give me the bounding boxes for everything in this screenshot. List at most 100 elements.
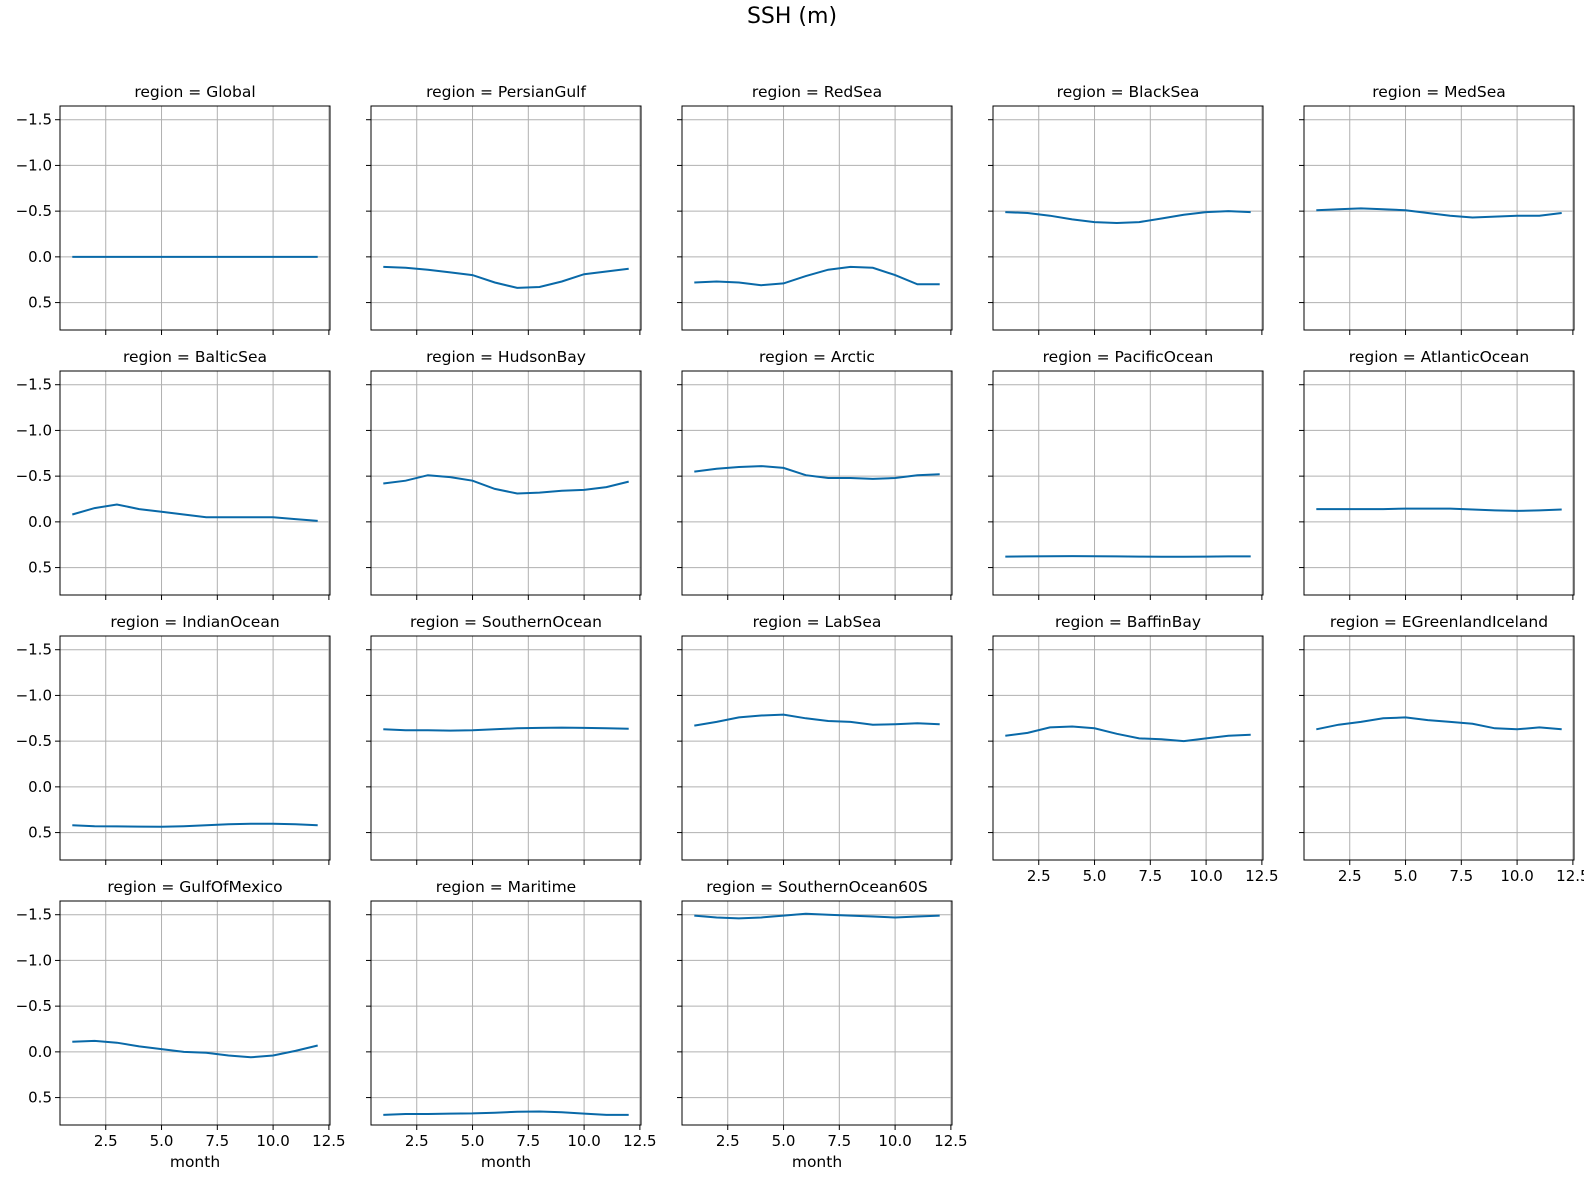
facet-panel: region = PersianGulf [366, 83, 642, 335]
x-tick-label: 12.5 [623, 1132, 656, 1150]
panel-title: region = PacificOcean [1043, 348, 1214, 366]
x-tick-label: 5.0 [772, 1132, 796, 1150]
y-tick-label: −0.5 [16, 467, 52, 485]
panel-title: region = SouthernOcean [410, 613, 602, 631]
axes-frame [59, 370, 331, 596]
x-tick-label: 7.5 [1449, 867, 1473, 885]
axes-frame [370, 105, 642, 331]
y-tick-label: 0.5 [28, 824, 52, 842]
series-line [1005, 555, 1251, 558]
y-tick-label: −1.5 [16, 641, 52, 659]
y-tick-label: 0.5 [28, 294, 52, 312]
x-tick-label: 12.5 [934, 1132, 967, 1150]
y-tick-label: −1.5 [16, 111, 52, 129]
x-axis-label: month [481, 1153, 531, 1171]
y-tick-label: −1.0 [16, 951, 52, 969]
y-tick-label: 0.0 [28, 513, 52, 531]
facet-panel: 2.5 5.0 7.5 10.0 12.5 region = Maritime month [366, 878, 657, 1171]
axes-frame [681, 635, 953, 861]
x-tick-label: 7.5 [827, 1132, 851, 1150]
facet-panel: region = AtlanticOcean [1299, 348, 1575, 600]
panel-title: region = BalticSea [123, 348, 267, 366]
series-line [694, 265, 940, 287]
x-tick-label: 5.0 [461, 1132, 485, 1150]
series-line [383, 265, 629, 289]
axes-frame [1303, 635, 1575, 861]
y-tick-label: −1.0 [16, 686, 52, 704]
panel-title: region = BlackSea [1057, 83, 1200, 101]
facet-panel: −1.5 −1.0 −0.5 0.0 0.5 region = BalticSea [16, 348, 331, 600]
x-tick-label: 12.5 [312, 1132, 345, 1150]
series-line [72, 822, 318, 828]
x-tick-label: 2.5 [716, 1132, 740, 1150]
y-tick-label: −0.5 [16, 997, 52, 1015]
facet-panel: −1.5 −1.0 −0.5 0.0 0.5 2.5 5.0 7.5 10.0 12.5 regio… [16, 878, 346, 1171]
panel-title: region = Global [134, 83, 255, 101]
facet-panel: region = LabSea [677, 613, 953, 865]
series-line [1005, 210, 1251, 225]
x-tick-label: 2.5 [94, 1132, 118, 1150]
x-tick-label: 10.0 [567, 1132, 600, 1150]
axes-frame [59, 635, 331, 861]
x-tick-label: 2.5 [405, 1132, 429, 1150]
facet-panel: region = PacificOcean [988, 348, 1264, 600]
axes-frame [59, 105, 331, 331]
x-tick-label: 10.0 [878, 1132, 911, 1150]
panel-title: region = IndianOcean [110, 613, 279, 631]
series-line [1316, 207, 1562, 219]
y-tick-label: 0.0 [28, 1043, 52, 1061]
x-axis-label: month [170, 1153, 220, 1171]
panel-title: region = PersianGulf [426, 83, 586, 101]
series-line [383, 1110, 629, 1116]
facet-panel: region = HudsonBay [366, 348, 642, 600]
x-tick-label: 10.0 [1189, 867, 1222, 885]
y-tick-label: −1.0 [16, 421, 52, 439]
axes-frame [370, 635, 642, 861]
facet-panel: −1.5 −1.0 −0.5 0.0 0.5 region = IndianOcean [16, 613, 331, 865]
facet-panel: −1.5 −1.0 −0.5 0.0 0.5 region = Global [16, 83, 331, 335]
y-tick-label: 0.0 [28, 248, 52, 266]
series-line [694, 912, 940, 920]
axes-frame [992, 635, 1264, 861]
panel-title: region = RedSea [752, 83, 882, 101]
axes-frame [992, 105, 1264, 331]
facet-panel: region = MedSea [1299, 83, 1575, 335]
axes-frame [681, 900, 953, 1126]
panel-title: region = MedSea [1372, 83, 1505, 101]
axes-frame [992, 370, 1264, 596]
x-tick-label: 2.5 [1027, 867, 1051, 885]
series-line [1316, 716, 1562, 731]
panel-title: region = EGreenlandIceland [1330, 613, 1548, 631]
y-tick-label: −1.0 [16, 156, 52, 174]
axes-frame [370, 900, 642, 1126]
panel-title: region = HudsonBay [426, 348, 586, 366]
facet-panel: region = BlackSea [988, 83, 1264, 335]
series-line [383, 474, 629, 495]
axes-frame [681, 370, 953, 596]
panel-title: region = BaffinBay [1055, 613, 1201, 631]
facet-panel: region = RedSea [677, 83, 953, 335]
x-tick-label: 7.5 [205, 1132, 229, 1150]
facet-panel: region = Arctic [677, 348, 953, 600]
series-line [72, 503, 318, 522]
y-tick-label: 0.5 [28, 1089, 52, 1107]
x-tick-label: 2.5 [1338, 867, 1362, 885]
y-tick-label: −0.5 [16, 732, 52, 750]
y-tick-label: −1.5 [16, 906, 52, 924]
x-tick-label: 5.0 [150, 1132, 174, 1150]
axes-frame [1303, 370, 1575, 596]
axes-frame [1303, 105, 1575, 331]
x-tick-label: 10.0 [256, 1132, 289, 1150]
x-tick-label: 12.5 [1245, 867, 1278, 885]
y-tick-label: 0.0 [28, 778, 52, 796]
panel-title: region = GulfOfMexico [107, 878, 282, 896]
axes-frame [59, 900, 331, 1126]
x-tick-label: 5.0 [1083, 867, 1107, 885]
series-line [694, 713, 940, 727]
panel-title: region = Arctic [759, 348, 875, 366]
series-line [1316, 507, 1562, 512]
x-tick-label: 7.5 [516, 1132, 540, 1150]
panel-title: region = AtlanticOcean [1349, 348, 1529, 366]
y-tick-label: −0.5 [16, 202, 52, 220]
